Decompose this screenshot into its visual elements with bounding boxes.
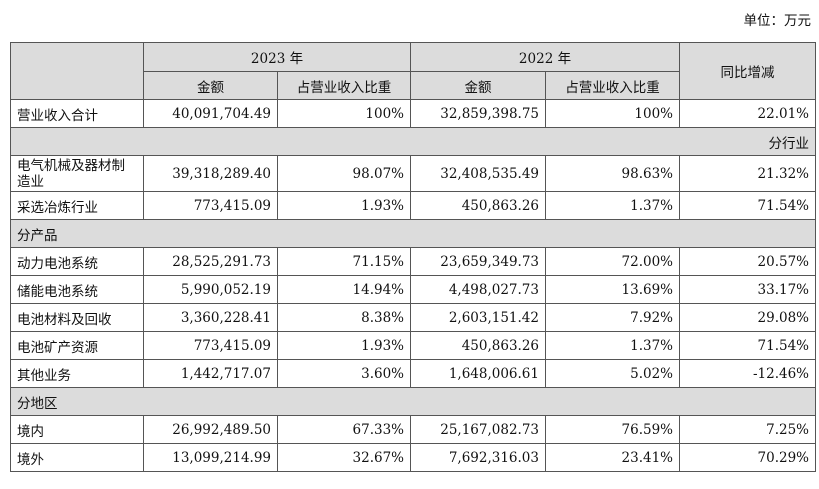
- amount-2023: 40,091,704.49: [143, 99, 278, 128]
- section-label-industry: 分行业: [10, 127, 816, 156]
- amount-2023: 1,442,717.07: [143, 359, 278, 388]
- amount-2022: 2,603,151.42: [410, 303, 546, 332]
- yoy-change: -12.46%: [679, 359, 816, 388]
- table-row: 境外 13,099,214.99 32.67% 7,692,316.03 23.…: [10, 443, 816, 472]
- yoy-change: 22.01%: [679, 99, 816, 128]
- amount-2022: 1,648,006.61: [410, 359, 546, 388]
- row-label: 采选冶炼行业: [10, 191, 144, 220]
- yoy-change: 20.57%: [679, 247, 816, 276]
- revenue-table: 2023 年 2022 年 同比增减 金额 占营业收入比重 金额 占营业收入比重…: [10, 42, 816, 472]
- yoy-change: 71.54%: [679, 331, 816, 360]
- yoy-change: 33.17%: [679, 275, 816, 304]
- total-row: 营业收入合计 40,091,704.49 100% 32,859,398.75 …: [10, 99, 816, 128]
- header-amount-2022: 金额: [410, 71, 546, 100]
- ratio-2023: 1.93%: [277, 331, 411, 360]
- yoy-change: 21.32%: [679, 155, 816, 192]
- row-label: 境内: [10, 415, 144, 444]
- yoy-change: 71.54%: [679, 191, 816, 220]
- ratio-2022: 76.59%: [545, 415, 680, 444]
- ratio-2023: 14.94%: [277, 275, 411, 304]
- table-row: 电气机械及器材制造业 39,318,289.40 98.07% 32,408,5…: [10, 155, 816, 192]
- yoy-change: 7.25%: [679, 415, 816, 444]
- row-label: 电气机械及器材制造业: [10, 155, 144, 192]
- ratio-2022: 1.37%: [545, 331, 680, 360]
- ratio-2023: 3.60%: [277, 359, 411, 388]
- row-label: 电池矿产资源: [10, 331, 144, 360]
- row-label: 电池材料及回收: [10, 303, 144, 332]
- amount-2022: 7,692,316.03: [410, 443, 546, 472]
- ratio-2023: 100%: [277, 99, 411, 128]
- ratio-2023: 8.38%: [277, 303, 411, 332]
- amount-2022: 4,498,027.73: [410, 275, 546, 304]
- ratio-2022: 98.63%: [545, 155, 680, 192]
- section-label-product: 分产品: [10, 219, 816, 248]
- amount-2022: 23,659,349.73: [410, 247, 546, 276]
- amount-2023: 773,415.09: [143, 331, 278, 360]
- amount-2023: 26,992,489.50: [143, 415, 278, 444]
- yoy-change: 29.08%: [679, 303, 816, 332]
- table-row: 电池矿产资源 773,415.09 1.93% 450,863.26 1.37%…: [10, 331, 816, 360]
- row-label: 营业收入合计: [10, 99, 144, 128]
- section-industry-row: 分行业: [10, 127, 816, 156]
- amount-2022: 450,863.26: [410, 331, 546, 360]
- ratio-2023: 71.15%: [277, 247, 411, 276]
- header-ratio-2022: 占营业收入比重: [545, 71, 680, 100]
- table-row: 境内 26,992,489.50 67.33% 25,167,082.73 76…: [10, 415, 816, 444]
- ratio-2022: 13.69%: [545, 275, 680, 304]
- ratio-2022: 23.41%: [545, 443, 680, 472]
- amount-2023: 39,318,289.40: [143, 155, 278, 192]
- amount-2023: 3,360,228.41: [143, 303, 278, 332]
- table-row: 其他业务 1,442,717.07 3.60% 1,648,006.61 5.0…: [10, 359, 816, 388]
- ratio-2023: 32.67%: [277, 443, 411, 472]
- yoy-change: 70.29%: [679, 443, 816, 472]
- corner-cell: [10, 42, 144, 100]
- ratio-2023: 1.93%: [277, 191, 411, 220]
- amount-2023: 28,525,291.73: [143, 247, 278, 276]
- ratio-2022: 100%: [545, 99, 680, 128]
- amount-2022: 450,863.26: [410, 191, 546, 220]
- amount-2022: 25,167,082.73: [410, 415, 546, 444]
- amount-2022: 32,408,535.49: [410, 155, 546, 192]
- amount-2023: 5,990,052.19: [143, 275, 278, 304]
- ratio-2023: 98.07%: [277, 155, 411, 192]
- row-label: 其他业务: [10, 359, 144, 388]
- ratio-2022: 1.37%: [545, 191, 680, 220]
- header-year-2023: 2023 年: [143, 42, 411, 72]
- ratio-2023: 67.33%: [277, 415, 411, 444]
- header-amount-2023: 金额: [143, 71, 278, 100]
- table-row: 动力电池系统 28,525,291.73 71.15% 23,659,349.7…: [10, 247, 816, 276]
- table-row: 电池材料及回收 3,360,228.41 8.38% 2,603,151.42 …: [10, 303, 816, 332]
- header-ratio-2023: 占营业收入比重: [277, 71, 411, 100]
- unit-label: 单位：万元: [743, 13, 812, 29]
- section-label-region: 分地区: [10, 387, 816, 416]
- header-year-2022: 2022 年: [410, 42, 680, 72]
- section-product-row: 分产品: [10, 219, 816, 248]
- table-row: 采选冶炼行业 773,415.09 1.93% 450,863.26 1.37%…: [10, 191, 816, 220]
- row-label: 境外: [10, 443, 144, 472]
- row-label: 动力电池系统: [10, 247, 144, 276]
- ratio-2022: 7.92%: [545, 303, 680, 332]
- header-yoy: 同比增减: [679, 42, 816, 100]
- row-label: 储能电池系统: [10, 275, 144, 304]
- section-region-row: 分地区: [10, 387, 816, 416]
- amount-2022: 32,859,398.75: [410, 99, 546, 128]
- amount-2023: 13,099,214.99: [143, 443, 278, 472]
- ratio-2022: 5.02%: [545, 359, 680, 388]
- ratio-2022: 72.00%: [545, 247, 680, 276]
- table-row: 储能电池系统 5,990,052.19 14.94% 4,498,027.73 …: [10, 275, 816, 304]
- amount-2023: 773,415.09: [143, 191, 278, 220]
